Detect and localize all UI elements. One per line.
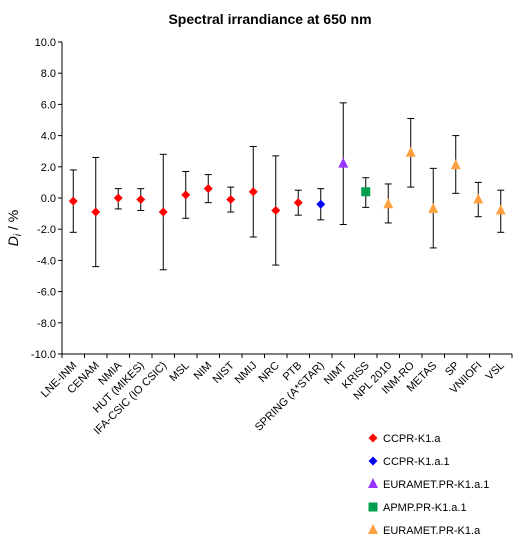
y-tick-label: 8.0 [41,68,56,80]
legend-label: EURAMET.PR-K1.a.1 [383,479,489,491]
marker-diamond [271,205,281,215]
marker-diamond [226,195,236,205]
legend-marker-triangle [368,478,378,488]
marker-diamond [293,198,303,208]
marker-triangle [428,202,439,213]
legend-marker-diamond [368,433,378,443]
y-tick-label: -4.0 [37,255,56,267]
y-tick-label: -8.0 [37,318,56,330]
data-point [181,170,191,219]
legend-item: APMP.PR-K1.a.1 [368,502,467,514]
marker-diamond [158,207,168,217]
axes [61,42,513,358]
marker-diamond [181,190,191,200]
data-point [203,174,213,204]
legend-item: EURAMET.PR-K1.a [368,524,481,537]
data-point [338,102,349,226]
legend-marker-diamond [368,456,378,466]
x-tick-label: NIST [211,359,237,385]
data-point [91,156,101,268]
marker-diamond [68,196,78,206]
y-axis-label-sub: i [13,233,24,236]
data-point [428,167,439,249]
marker-triangle [383,198,394,209]
y-tick-label: 10.0 [35,37,56,49]
data-point [158,153,168,271]
data-point [450,135,461,194]
marker-diamond [136,195,146,205]
data-point [248,146,258,238]
marker-diamond [113,193,123,203]
marker-triangle [495,204,506,215]
marker-triangle [338,157,349,168]
y-tick-label: -6.0 [37,287,56,299]
data-marks [68,102,506,271]
data-point [136,188,146,211]
marker-diamond [91,207,101,217]
legend-label: CCPR-K1.a.1 [383,456,450,468]
marker-diamond [203,184,213,194]
data-point [271,155,281,266]
y-tick-label: 2.0 [41,162,56,174]
marker-diamond [248,187,258,197]
x-tick-label: NRC [257,360,282,385]
legend-label: CCPR-K1.a [383,433,441,445]
data-point [316,188,326,221]
svg-text:Di / %: Di / % [5,210,24,246]
legend-marker-square [368,502,378,512]
legend-label: EURAMET.PR-K1.a [383,525,481,537]
data-point [383,183,394,224]
marker-triangle [450,159,461,170]
marker-triangle [473,193,484,204]
legend-label: APMP.PR-K1.a.1 [383,502,467,514]
legend-item: CCPR-K1.a [368,433,441,445]
x-tick-label: MSL [167,360,191,384]
y-tick-label: 4.0 [41,131,56,143]
y-tick-label: 0.0 [41,193,56,205]
x-tick-label: VSL [484,360,507,383]
y-axis-label-unit: / % [5,210,21,234]
legend: CCPR-K1.a CCPR-K1.a.1 EURAMET.PR-K1.a.1 APM… [368,433,489,537]
data-point [226,186,236,213]
y-axis-label: Di / % [5,210,24,246]
data-point [113,188,123,210]
data-point [495,189,506,233]
x-tick-label: NMIJ [233,360,260,387]
data-point [361,177,371,208]
chart-title: Spectral irrandiance at 650 nm [168,11,371,27]
marker-triangle [405,146,416,157]
data-point [473,181,484,218]
marker-diamond [316,199,326,209]
marker-square [361,187,371,197]
legend-marker-triangle [368,524,378,534]
data-point [405,117,416,188]
y-ticks: 10.0 8.0 6.0 4.0 2.0 0.0 -2.0 -4.0 -6.0 -8.0 -10.0 [31,37,62,361]
data-point [293,189,303,216]
data-point [68,169,78,233]
y-tick-label: -2.0 [37,224,56,236]
y-tick-label: 6.0 [41,99,56,111]
y-tick-label: -10.0 [31,349,56,361]
legend-item: EURAMET.PR-K1.a.1 [368,478,489,491]
legend-item: CCPR-K1.a.1 [368,456,450,468]
y-axis-label-main: D [5,236,21,246]
